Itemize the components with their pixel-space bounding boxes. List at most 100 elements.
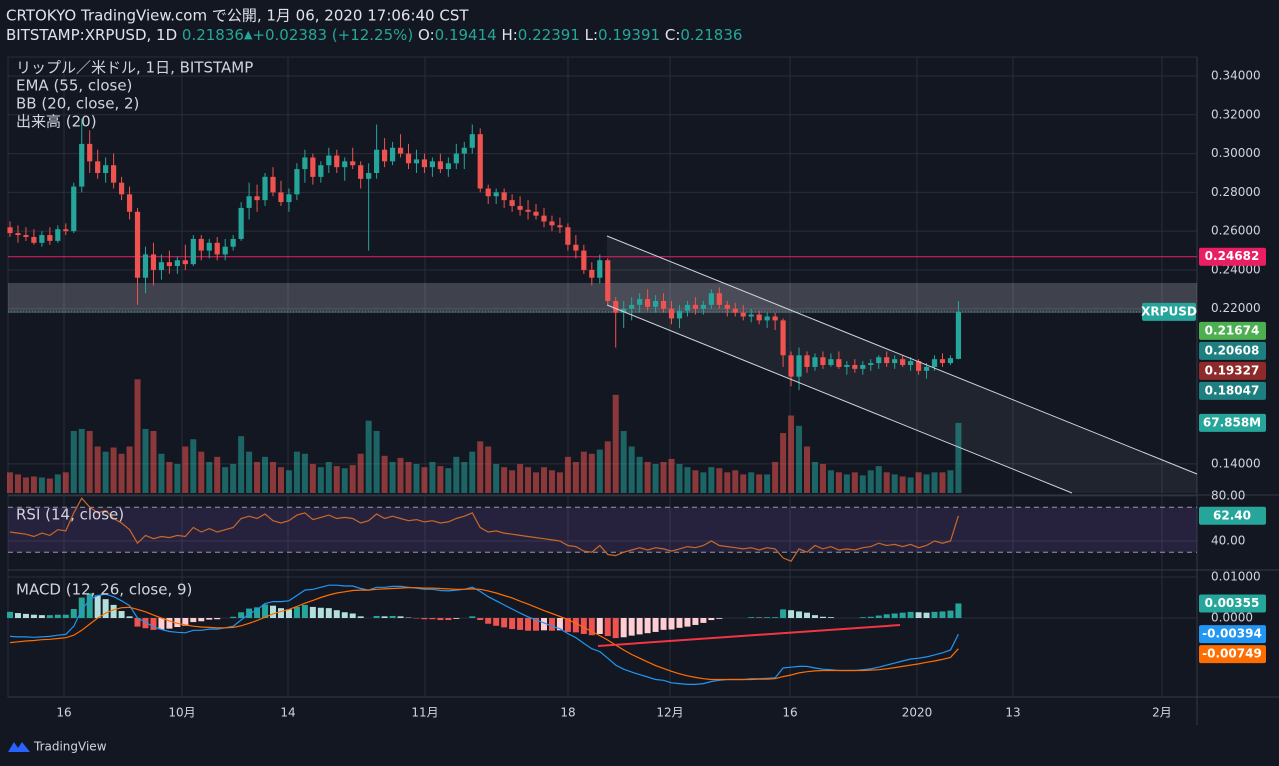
- rsi-line: [9, 497, 959, 562]
- candle-body: [445, 163, 451, 170]
- volume-bar: [819, 464, 826, 493]
- candle-body: [389, 147, 396, 162]
- macd-hist-bar: [947, 610, 954, 618]
- candle-body: [740, 312, 746, 317]
- macd-hist-bar: [628, 617, 635, 636]
- macd-hist-bar: [389, 615, 396, 618]
- candle-body: [589, 269, 595, 278]
- candle-body: [645, 299, 651, 307]
- macd-hist-bar: [445, 617, 452, 621]
- x-tick-label: 2020: [902, 706, 933, 720]
- volume-bar: [246, 451, 253, 493]
- candle-body: [190, 238, 196, 265]
- candle-body: [820, 357, 826, 365]
- candle-body: [756, 314, 762, 321]
- macd-line: [9, 584, 959, 685]
- volume-bar: [915, 472, 922, 493]
- chart-frame: [7, 56, 1198, 698]
- macd-hist-bar: [270, 605, 277, 618]
- macd-hist-bar: [301, 604, 308, 618]
- candle-body: [509, 200, 515, 206]
- candle-body: [605, 260, 611, 301]
- c-label: C:: [665, 26, 681, 44]
- candle-body: [270, 176, 276, 193]
- candle-body: [350, 161, 356, 166]
- ohlc-line: BITSTAMP:XRPUSD, 1D 0.21836▲+0.02383 (+1…: [6, 26, 742, 44]
- volume-bar: [596, 449, 603, 493]
- candle-body: [637, 299, 643, 305]
- candle-body: [134, 211, 141, 278]
- brand: TradingView: [33, 740, 107, 754]
- candle-body: [732, 308, 738, 313]
- macd-hist-bar: [102, 599, 109, 618]
- macd-hist-bar: [580, 617, 587, 634]
- volume-bar: [899, 476, 906, 493]
- candle-body: [222, 246, 228, 255]
- candle-body: [469, 134, 475, 148]
- volume-bar: [788, 415, 795, 493]
- candle-body: [517, 205, 523, 210]
- macd-hist-bar: [875, 615, 882, 618]
- legend-volume: 出来高 (20): [16, 113, 97, 131]
- candle-body: [254, 196, 260, 201]
- candle-body: [613, 300, 619, 313]
- volume-bar: [14, 474, 21, 493]
- macd-hist-bar: [429, 617, 436, 620]
- volume-bar: [190, 439, 197, 493]
- volume-bar: [142, 428, 149, 493]
- volume-bar: [556, 472, 563, 493]
- candle-body: [95, 161, 101, 173]
- macd-hist-bar: [548, 617, 555, 631]
- volume-bar: [668, 458, 675, 493]
- y-tick-label: 0.34000: [1211, 69, 1261, 83]
- candle-body: [668, 308, 675, 319]
- macd-hist-bar: [126, 616, 133, 618]
- macd-hist-bar: [22, 613, 29, 618]
- candle-body: [413, 159, 420, 164]
- macd-hist-bar: [469, 616, 476, 618]
- volume-bar: [437, 466, 444, 493]
- candle-body: [796, 355, 802, 377]
- volume-bar: [835, 472, 842, 493]
- candle-body: [955, 311, 962, 359]
- candle-body: [334, 155, 340, 168]
- signal-line: [9, 587, 959, 681]
- x-tick-label: 16: [782, 706, 797, 720]
- candle-body: [111, 165, 117, 183]
- macd-hist-bar: [811, 615, 818, 618]
- candle-body: [852, 364, 858, 369]
- volume-bar: [748, 472, 755, 493]
- macd-hist-bar: [533, 617, 540, 631]
- macd-hist-bar: [748, 617, 755, 618]
- panes: [7, 56, 1279, 725]
- macd-hist-bar: [78, 597, 85, 618]
- candle-body: [366, 172, 372, 179]
- macd-hist-bar: [293, 606, 300, 618]
- candle-body: [764, 316, 770, 321]
- volume-bar: [939, 472, 946, 493]
- volume-bar: [238, 436, 245, 493]
- macd-hist-bar: [907, 611, 914, 618]
- macd-hist-bar: [46, 615, 53, 618]
- macd-hist-bar: [772, 617, 779, 618]
- macd-hist-bar: [564, 617, 571, 632]
- x-tick-label: 18: [560, 706, 575, 720]
- price-tag-bg: [1199, 381, 1266, 400]
- x-tick-label: 13: [1005, 706, 1020, 720]
- candle-body: [461, 147, 467, 154]
- macd-tag: -0.00394: [1202, 627, 1262, 641]
- candle-body: [310, 157, 316, 177]
- candle-body: [118, 182, 125, 195]
- candle-body: [278, 192, 284, 203]
- rsi-tag-bg: [1199, 506, 1266, 525]
- volume-bar: [333, 466, 340, 493]
- volume-bar: [756, 474, 763, 493]
- macd-hist-bar: [277, 608, 284, 618]
- candle-body: [31, 236, 37, 243]
- macd-hist-bar: [931, 611, 938, 618]
- macd-hist-bar: [437, 617, 444, 621]
- symbol: BITSTAMP:XRPUSD, 1D: [6, 26, 177, 44]
- volume-bar: [883, 472, 890, 493]
- candle-body: [836, 359, 842, 367]
- macd-hist-bar: [517, 617, 524, 630]
